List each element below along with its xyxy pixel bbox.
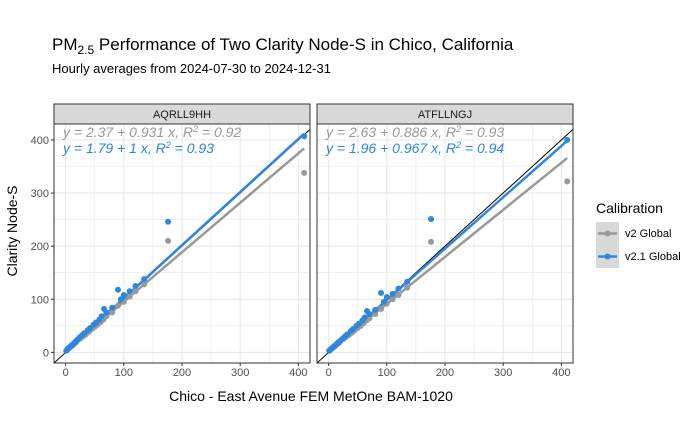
data-point — [380, 298, 387, 305]
title-subscript: 2.5 — [78, 43, 95, 57]
y-tick-label: 300 — [31, 188, 49, 200]
data-point — [372, 306, 379, 313]
facet-strip-label: AQRLL9HH — [153, 109, 211, 121]
legend: Calibration v2 Global v2.1 Global — [596, 200, 681, 268]
facet-strip-label: ATFLLNGJ — [418, 109, 472, 121]
title-suffix: Performance of Two Clarity Node-S in Chi… — [94, 35, 514, 54]
equation-text: = 0.94 — [461, 140, 504, 156]
equation-superscript: 2 — [455, 124, 461, 134]
data-point — [115, 286, 121, 293]
data-point — [165, 218, 172, 225]
y-tick-label: 100 — [31, 294, 49, 306]
x-tick-label: 200 — [173, 367, 191, 379]
data-point — [132, 288, 139, 295]
equation-superscript: 2 — [192, 124, 198, 134]
data-point — [141, 281, 148, 288]
data-point — [165, 237, 172, 244]
y-tick-label: 0 — [43, 347, 49, 359]
regression-equation: y = 2.63 + 0.886 x, R2 = 0.93 — [325, 124, 504, 140]
x-tick-label: 400 — [289, 367, 307, 379]
plot-marks — [54, 128, 310, 363]
y-axis-label: Clarity Node-S — [4, 185, 20, 276]
equation-text: = 0.93 — [461, 124, 504, 140]
data-point — [366, 315, 373, 322]
data-point — [109, 309, 116, 316]
data-point — [383, 294, 390, 301]
data-point — [361, 314, 368, 321]
data-point — [404, 284, 411, 291]
legend-key-point — [604, 230, 611, 237]
equation-text: y = 2.37 + 0.931 x, R — [62, 124, 193, 140]
x-tick-label: 300 — [494, 367, 512, 379]
data-point — [301, 133, 308, 140]
x-tick-label: 0 — [326, 367, 332, 379]
data-point — [378, 289, 384, 296]
equation-text: y = 2.63 + 0.886 x, R — [325, 124, 456, 140]
data-point — [404, 278, 411, 285]
data-point — [120, 292, 127, 299]
y-tick-label: 200 — [31, 241, 49, 253]
regression-equation: y = 2.37 + 0.931 x, R2 = 0.92 — [62, 124, 241, 140]
data-point — [126, 288, 133, 295]
data-point — [366, 311, 373, 318]
data-point — [428, 238, 435, 245]
regression-equation: y = 1.96 + 0.967 x, R2 = 0.94 — [325, 140, 504, 156]
equation-superscript: 2 — [455, 140, 461, 150]
title-prefix: PM — [52, 35, 78, 54]
data-point — [389, 296, 396, 303]
x-tick-label: 400 — [552, 367, 570, 379]
equation-superscript: 2 — [165, 140, 171, 150]
x-axis-label: Chico - East Avenue FEM MetOne BAM-1020 — [169, 388, 453, 404]
equation-text: y = 1.96 + 0.967 x, R — [325, 140, 456, 156]
chart-subtitle: Hourly averages from 2024-07-30 to 2024-… — [52, 61, 331, 76]
data-point — [141, 276, 148, 283]
data-point — [389, 290, 396, 297]
x-tick-label: 200 — [436, 367, 454, 379]
x-tick-label: 300 — [231, 367, 249, 379]
data-point — [395, 292, 402, 299]
data-point — [395, 285, 402, 292]
plot-marks — [317, 128, 573, 363]
equation-text: = 0.93 — [171, 140, 214, 156]
data-point — [117, 296, 124, 303]
data-point — [428, 216, 435, 223]
legend-title: Calibration — [596, 200, 663, 216]
data-point — [378, 305, 384, 312]
data-point — [132, 282, 139, 289]
data-point — [564, 178, 571, 185]
data-point — [115, 302, 121, 309]
equation-text: y = 1.79 + 1 x, R — [62, 140, 166, 156]
chart-title: PM2.5 Performance of Two Clarity Node-S … — [52, 35, 514, 57]
data-point — [564, 136, 571, 143]
equation-text: = 0.92 — [198, 124, 241, 140]
x-tick-label: 100 — [378, 367, 396, 379]
data-point — [98, 313, 105, 320]
data-point — [126, 293, 133, 300]
x-tick-label: 0 — [63, 367, 69, 379]
legend-entry-label: v2 Global — [625, 228, 671, 240]
y-tick-label: 400 — [31, 135, 49, 147]
legend-key-point — [604, 253, 611, 260]
legend-entry-label: v2.1 Global — [625, 251, 681, 263]
regression-equation: y = 1.79 + 1 x, R2 = 0.93 — [62, 140, 214, 156]
data-point — [372, 311, 379, 318]
data-point — [103, 309, 110, 316]
data-point — [109, 304, 116, 311]
data-point — [301, 169, 308, 176]
x-tick-label: 100 — [115, 367, 133, 379]
